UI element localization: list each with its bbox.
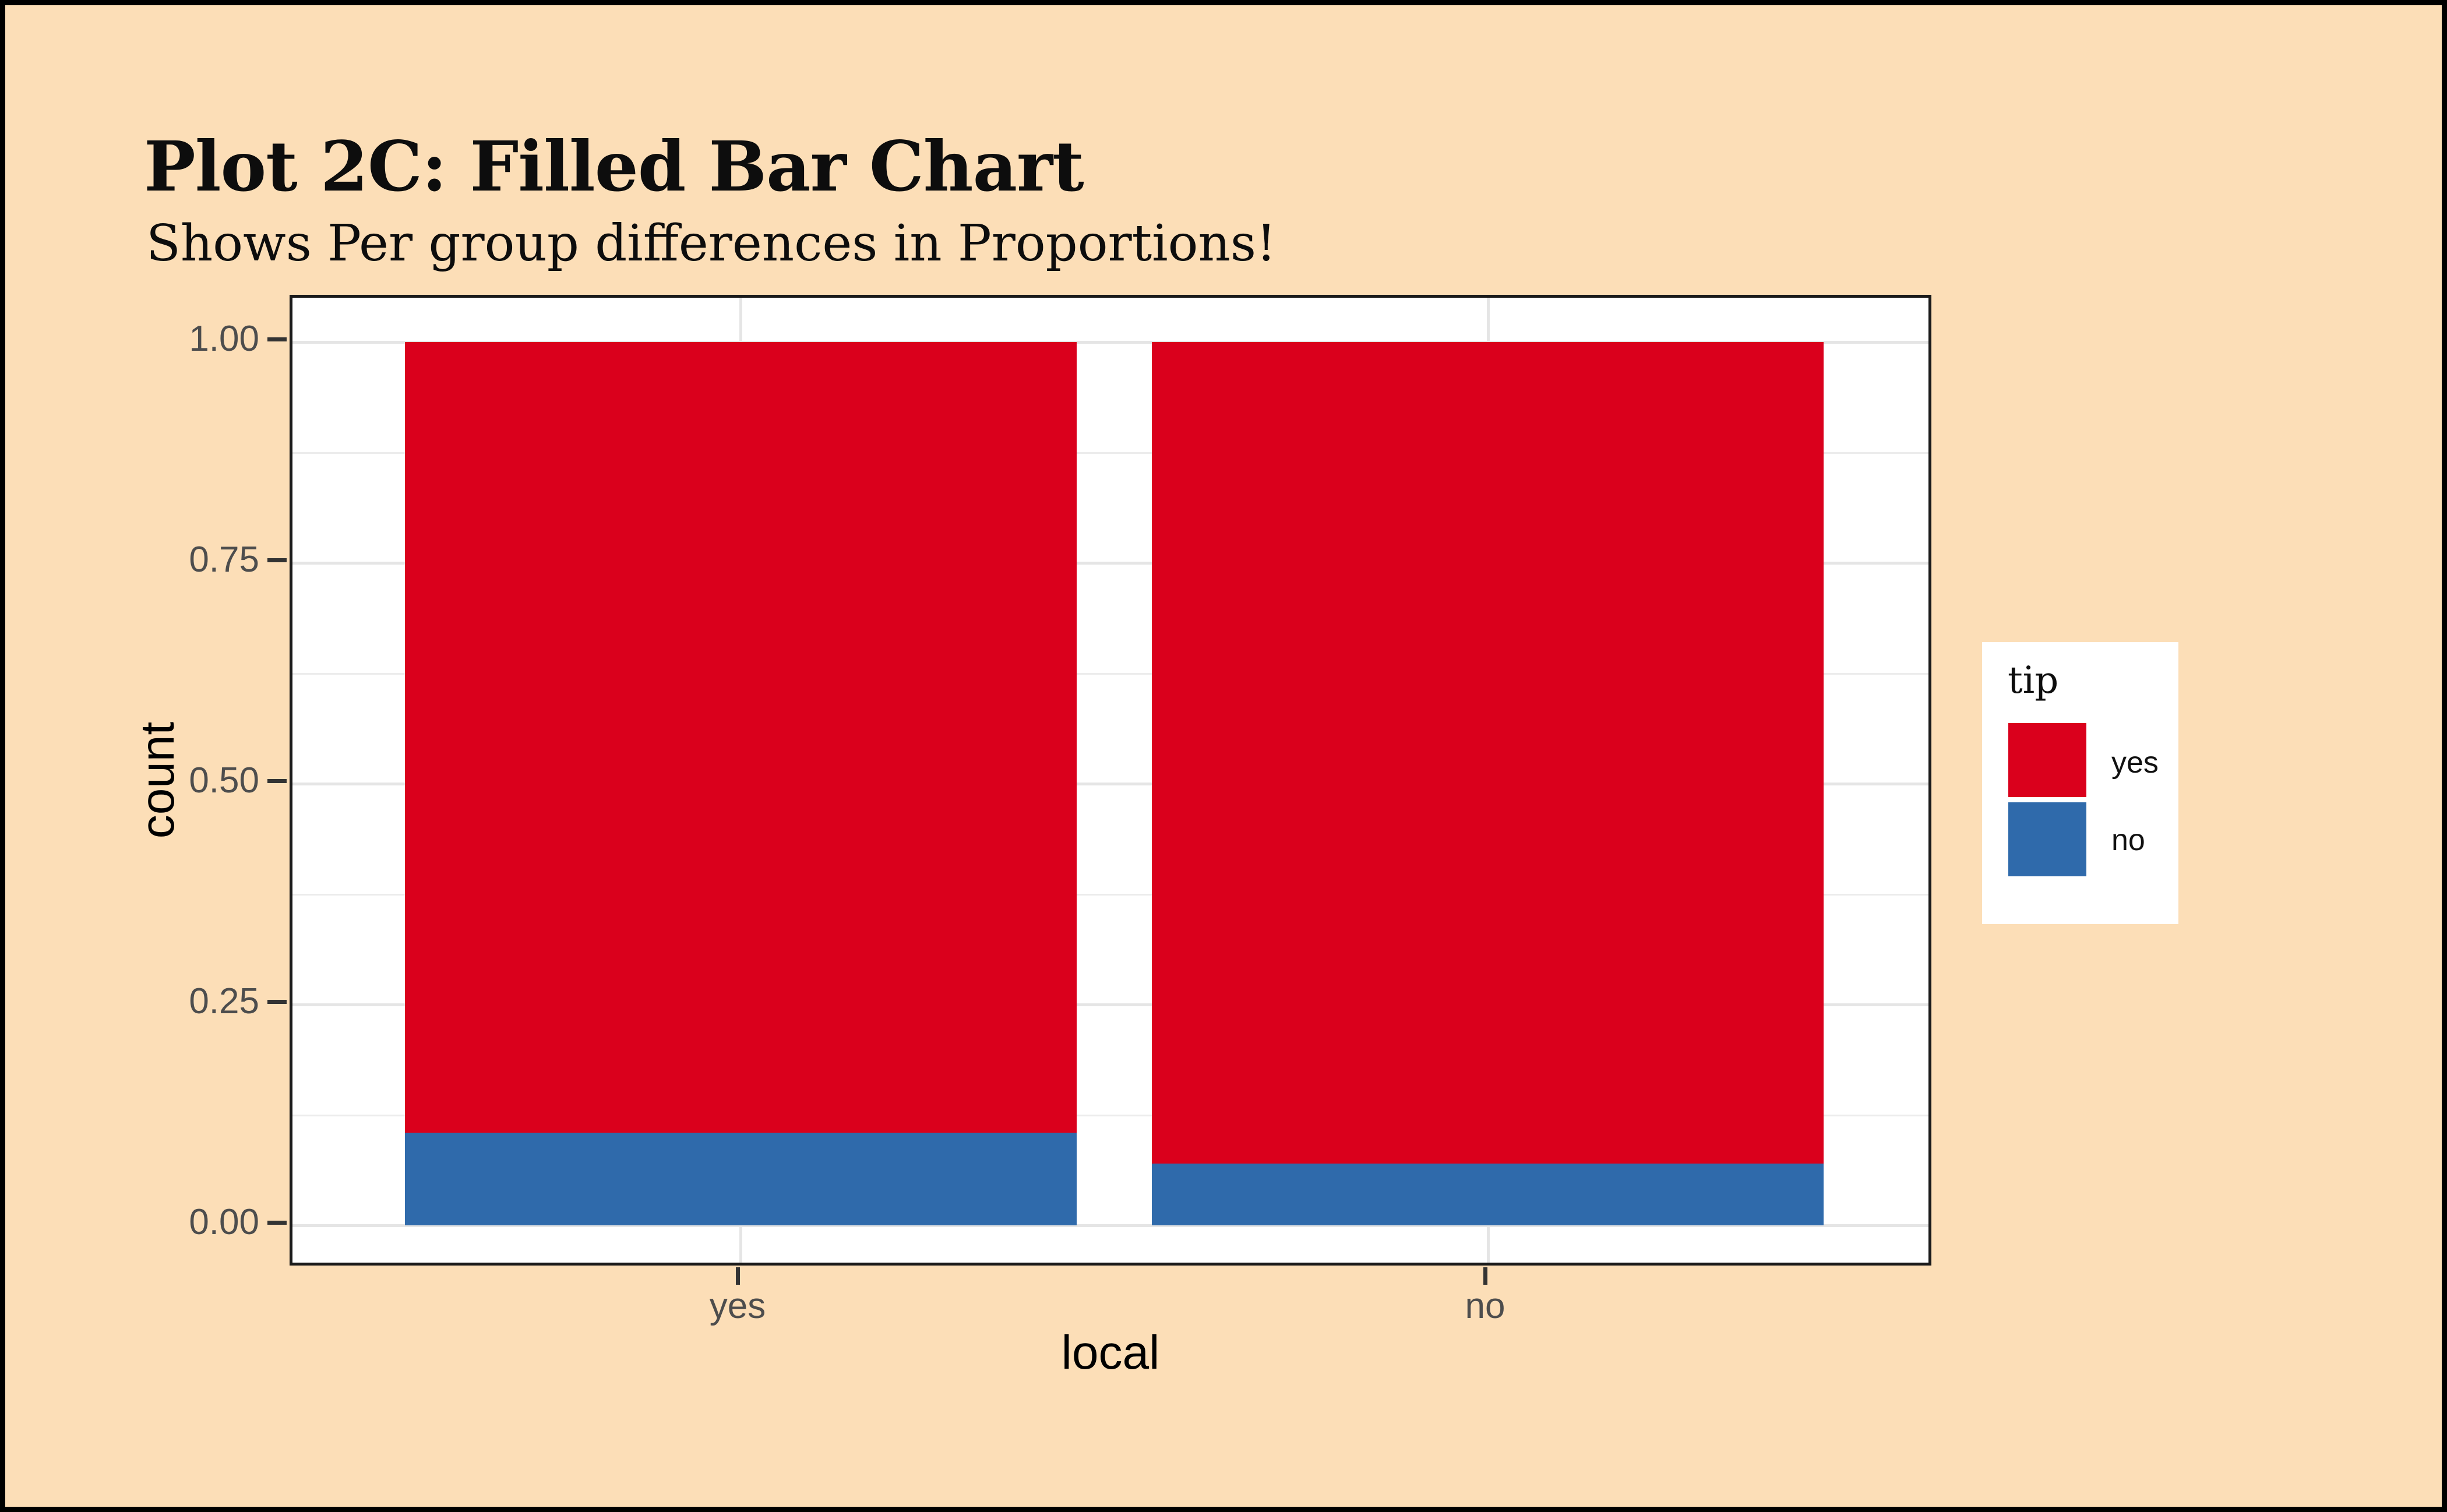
x-tick-label: yes <box>709 1286 766 1326</box>
gridline-major <box>292 341 1928 344</box>
plot-subtitle: Shows Per group differences in Proportio… <box>146 214 1277 273</box>
y-axis-title: count <box>131 721 184 839</box>
x-tick-mark <box>1483 1267 1487 1285</box>
y-tick-mark <box>267 1000 287 1004</box>
gridline-major <box>292 783 1928 785</box>
x-axis-title: local <box>1061 1326 1160 1379</box>
bar-local-no <box>1152 342 1824 1225</box>
bar-segment-tip-no <box>405 1132 1077 1225</box>
bar-segment-tip-yes <box>405 342 1077 1133</box>
gridline-minor <box>292 673 1928 675</box>
bar-segment-tip-no <box>1152 1163 1824 1225</box>
gridline-major <box>292 1224 1928 1227</box>
y-tick-label: 0.50 <box>189 760 259 801</box>
legend-swatch-yes <box>2008 723 2086 797</box>
y-tick-mark <box>267 337 287 341</box>
chart-panel <box>290 295 1931 1266</box>
gridline-minor <box>292 1115 1928 1116</box>
y-tick-label: 1.00 <box>189 319 259 359</box>
legend-title: tip <box>2008 659 2059 702</box>
gridline-major <box>292 562 1928 565</box>
legend-label-no: no <box>2111 823 2145 857</box>
y-tick-mark <box>267 1221 287 1225</box>
plot-title: Plot 2C: Filled Bar Chart <box>144 126 1084 207</box>
y-tick-label: 0.00 <box>189 1202 259 1242</box>
y-tick-label: 0.75 <box>189 540 259 580</box>
y-tick-label: 0.25 <box>189 981 259 1021</box>
gridline-minor <box>292 894 1928 896</box>
x-tick-label: no <box>1465 1286 1505 1326</box>
gridline-major <box>292 1003 1928 1006</box>
legend: tip yes no <box>1982 642 2178 924</box>
x-tick-mark <box>736 1267 740 1285</box>
y-tick-mark <box>267 558 287 562</box>
bar-segment-tip-yes <box>1152 342 1824 1164</box>
bar-local-yes <box>405 342 1077 1225</box>
gridline-minor <box>292 452 1928 454</box>
legend-label-yes: yes <box>2111 746 2159 780</box>
legend-swatch-no <box>2008 802 2086 876</box>
y-tick-mark <box>267 779 287 783</box>
